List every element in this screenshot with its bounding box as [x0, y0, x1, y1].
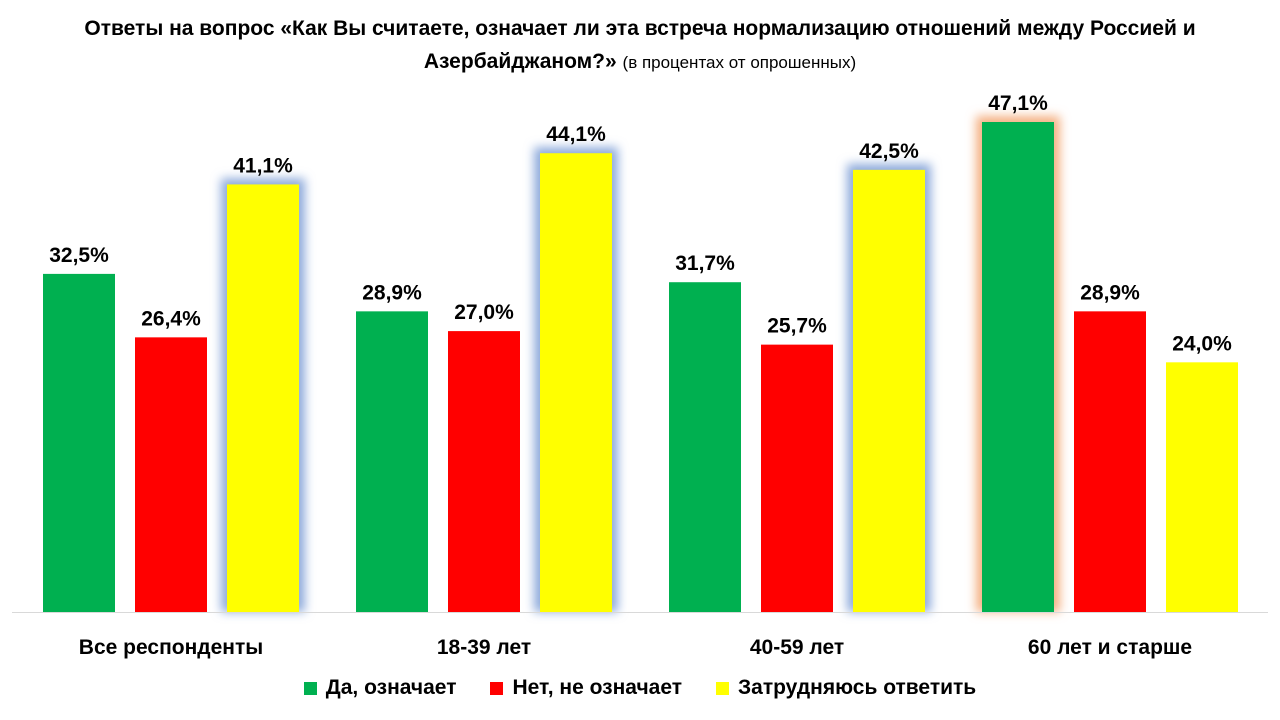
x-tick-label-1: 18-39 лет: [437, 636, 531, 659]
legend-swatch-unsure: [716, 681, 730, 695]
bar-no-2: [761, 344, 833, 612]
value-label-yes-2: 31,7%: [675, 252, 735, 275]
value-label-no-3: 28,9%: [1080, 281, 1140, 304]
value-label-no-1: 27,0%: [454, 301, 514, 324]
bar-unsure-3: [1166, 362, 1238, 612]
value-label-unsure-1: 44,1%: [546, 123, 606, 146]
x-tick-label-3: 60 лет и старше: [1028, 636, 1192, 659]
legend-label-unsure: Затрудняюсь ответить: [738, 676, 977, 699]
legend-item-unsure: Затрудняюсь ответить: [716, 676, 976, 700]
bar-yes-0: [43, 273, 115, 612]
bar-unsure-2: [853, 169, 925, 612]
chart-subtitle: (в процентах от опрошенных): [622, 53, 857, 72]
x-axis-labels: Все респонденты 18-39 лет 40-59 лет 60 лет …: [79, 636, 1192, 659]
value-labels-group: 32,5% 26,4% 41,1% 28,9% 27,0% 44,1% 31,7% 25,7%…: [49, 92, 1232, 355]
chart-title-text: Ответы на вопрос «Как Вы считаете, означ…: [84, 17, 1196, 73]
legend-label-yes: Да, означает: [325, 676, 457, 699]
legend: Да, означает Нет, не означает Затрудняюс…: [0, 676, 1280, 700]
value-label-yes-1: 28,9%: [362, 281, 422, 304]
bar-yes-1: [356, 311, 428, 612]
x-tick-label-0: Все респонденты: [79, 636, 263, 659]
bar-no-0: [135, 337, 207, 612]
bar-no-1: [448, 331, 520, 612]
value-label-no-0: 26,4%: [141, 307, 201, 330]
value-label-yes-3: 47,1%: [988, 92, 1048, 115]
legend-item-no: Нет, не означает: [490, 676, 682, 700]
x-tick-label-2: 40-59 лет: [750, 636, 844, 659]
legend-label-no: Нет, не означает: [512, 676, 683, 699]
bar-no-3: [1074, 311, 1146, 612]
bar-yes-2: [669, 282, 741, 612]
legend-item-yes: Да, означает: [303, 676, 457, 700]
bar-unsure-0: [227, 184, 299, 612]
legend-swatch-no: [490, 681, 504, 695]
bar-unsure-1: [540, 153, 612, 612]
legend-swatch-yes: [303, 681, 317, 695]
value-label-unsure-0: 41,1%: [233, 154, 293, 177]
bars-group: [43, 116, 1238, 612]
value-label-unsure-3: 24,0%: [1172, 332, 1232, 355]
bar-yes-3: [982, 122, 1054, 612]
chart-title: Ответы на вопрос «Как Вы считаете, означ…: [0, 12, 1280, 79]
value-label-unsure-2: 42,5%: [859, 140, 919, 163]
value-label-no-2: 25,7%: [767, 315, 827, 338]
value-label-yes-0: 32,5%: [49, 244, 109, 267]
